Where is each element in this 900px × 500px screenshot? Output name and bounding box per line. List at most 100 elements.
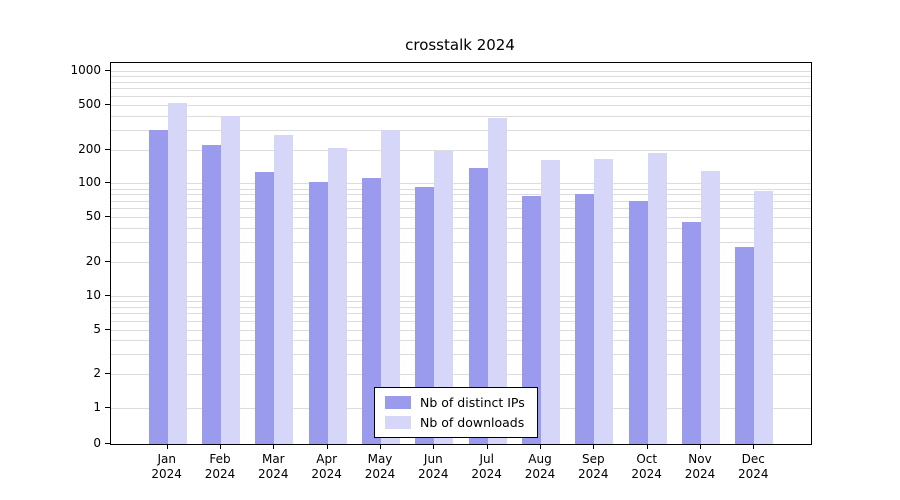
legend-item-downloads: Nb of downloads: [385, 415, 525, 430]
bar-distinct-ips-jan: [148, 129, 168, 444]
x-tick-mark: [273, 444, 275, 449]
bar-downloads-aug: [541, 160, 560, 444]
y-tick-label: 10: [85, 287, 101, 302]
gridline: [111, 228, 811, 229]
gridline: [111, 374, 811, 376]
x-tick-label-apr: Apr 2024: [311, 452, 342, 481]
plot-area: [110, 62, 812, 445]
bar-distinct-ips-sep: [575, 194, 595, 444]
gridline: [111, 329, 811, 331]
bar-downloads-mar: [274, 134, 294, 444]
y-tick-mark: [105, 373, 110, 375]
y-tick-label: 500: [78, 96, 101, 111]
legend: Nb of distinct IPs Nb of downloads: [374, 387, 538, 438]
gridline: [111, 208, 811, 210]
gridline: [111, 149, 811, 151]
x-tick-mark: [540, 444, 541, 449]
gridline: [111, 129, 811, 131]
x-tick-label-may: May 2024: [364, 452, 396, 481]
gridline: [111, 261, 811, 263]
gridline: [111, 242, 811, 244]
gridline: [111, 320, 811, 322]
gridline: [111, 88, 811, 90]
x-tick-label-nov: Nov 2024: [684, 452, 716, 481]
gridline: [111, 217, 811, 219]
bar-downloads-jul: [487, 118, 507, 444]
x-tick-mark: [753, 444, 755, 449]
y-tick-mark: [105, 260, 110, 262]
gridline: [111, 194, 811, 196]
x-tick-label-dec: Dec 2024: [738, 452, 769, 481]
bar-downloads-oct: [647, 153, 667, 444]
bar-distinct-ips-oct: [628, 200, 648, 444]
gridline: [111, 104, 811, 106]
bar-downloads-may: [381, 129, 400, 444]
y-tick-label: 20: [85, 253, 101, 268]
bar-downloads-jun: [434, 150, 454, 444]
bar-distinct-ips-apr: [308, 181, 328, 444]
x-tick-mark: [220, 444, 221, 449]
x-tick-mark: [380, 444, 381, 449]
x-tick-mark: [166, 444, 168, 449]
chart-title: crosstalk 2024: [405, 36, 515, 54]
gridline: [111, 340, 811, 342]
gridline: [111, 76, 811, 78]
bar-downloads-apr: [327, 148, 347, 444]
bar-downloads-dec: [754, 191, 774, 444]
x-tick-label-aug: Aug 2024: [524, 452, 556, 481]
bar-downloads-jan: [167, 102, 187, 444]
x-tick-label-mar: Mar 2024: [258, 452, 289, 481]
bar-distinct-ips-dec: [735, 247, 755, 444]
y-tick-label: 5: [93, 321, 101, 336]
bar-downloads-feb: [221, 115, 240, 444]
x-tick-mark: [433, 444, 435, 449]
gridline: [111, 313, 811, 315]
y-tick-mark: [105, 70, 110, 71]
y-tick-mark: [105, 328, 110, 330]
x-tick-label-sep: Sep 2024: [578, 452, 609, 481]
bar-distinct-ips-jun: [415, 187, 435, 444]
y-tick-label: 2: [93, 366, 101, 381]
gridline: [111, 188, 811, 190]
x-tick-label-jul: Jul 2024: [471, 452, 502, 481]
x-tick-label-feb: Feb 2024: [204, 452, 236, 481]
y-tick-label: 100: [78, 175, 101, 190]
bar-distinct-ips-mar: [255, 172, 275, 444]
y-tick-mark: [105, 407, 110, 408]
gridline: [111, 354, 811, 356]
y-tick-mark: [105, 103, 110, 105]
legend-swatch-downloads: [385, 416, 411, 429]
y-tick-mark: [105, 182, 110, 184]
y-tick-mark: [105, 294, 110, 296]
bar-distinct-ips-nov: [682, 222, 701, 444]
y-tick-label: 50: [85, 209, 101, 224]
x-tick-mark: [486, 444, 488, 449]
legend-item-distinct-ips: Nb of distinct IPs: [385, 395, 525, 410]
y-tick-label: 1: [93, 400, 101, 414]
y-tick-label: 0: [93, 436, 101, 450]
bar-downloads-nov: [701, 170, 720, 444]
bar-downloads-sep: [594, 158, 614, 444]
gridline: [111, 115, 811, 117]
bar-distinct-ips-jul: [468, 167, 488, 444]
gridline: [111, 300, 811, 302]
bar-distinct-ips-aug: [522, 195, 541, 444]
gridline: [111, 183, 811, 185]
x-tick-mark: [593, 444, 595, 449]
y-tick-mark: [105, 148, 110, 150]
y-tick-label: 1000: [70, 63, 101, 77]
y-tick-mark: [105, 443, 110, 444]
y-tick-label: 200: [78, 141, 101, 156]
gridline: [111, 295, 811, 297]
x-tick-label-oct: Oct 2024: [631, 452, 662, 481]
gridline: [111, 200, 811, 202]
x-tick-mark: [646, 444, 648, 449]
gridline: [111, 95, 811, 97]
legend-label-distinct-ips: Nb of distinct IPs: [420, 395, 525, 410]
legend-label-downloads: Nb of downloads: [420, 415, 525, 430]
x-tick-mark: [326, 444, 328, 449]
x-tick-mark: [700, 444, 701, 449]
gridline: [111, 81, 811, 83]
legend-swatch-distinct-ips: [385, 396, 411, 409]
